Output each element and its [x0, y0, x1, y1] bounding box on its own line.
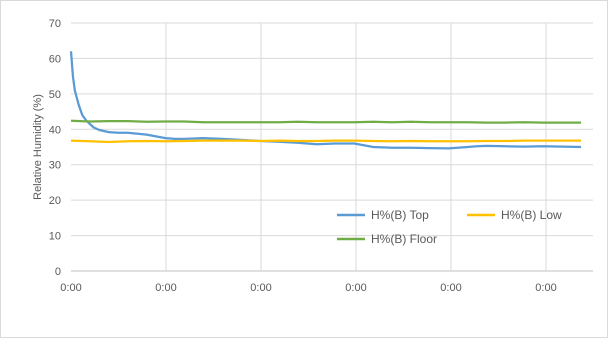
x-tick-label: 0:00: [535, 282, 556, 294]
y-tick-label: 0: [55, 266, 61, 278]
y-tick-label: 70: [49, 18, 61, 30]
series-lines: [69, 51, 582, 150]
y-tick-label: 30: [49, 160, 61, 172]
y-tick-label: 40: [49, 124, 61, 136]
y-tick-label: 10: [49, 231, 61, 243]
series-line-3: [70, 119, 581, 124]
x-tick-labels: 0:00 0:00 0:00 0:00 0:00 0:00: [60, 282, 556, 294]
x-tick-label: 0:00: [60, 282, 81, 294]
series-line-2: [70, 139, 581, 144]
x-tick-label: 0:00: [250, 282, 271, 294]
y-axis-label: Relative Humidity (%): [32, 94, 44, 200]
y-tick-labels: 0 10 20 30 40 50 60 70: [49, 18, 61, 278]
legend-label: H%(B) Top: [371, 208, 429, 222]
series-line-1: [69, 51, 582, 150]
x-tick-label: 0:00: [155, 282, 176, 294]
legend-label: H%(B) Floor: [371, 232, 437, 246]
y-tick-label: 20: [49, 195, 61, 207]
legend-label: H%(B) Low: [501, 208, 562, 222]
y-tick-label: 50: [49, 89, 61, 101]
x-tick-label: 0:00: [440, 282, 461, 294]
legend: H%(B) Top H%(B) Low H%(B) Floor: [337, 208, 562, 246]
y-tick-label: 60: [49, 53, 61, 65]
x-tick-label: 0:00: [345, 282, 366, 294]
